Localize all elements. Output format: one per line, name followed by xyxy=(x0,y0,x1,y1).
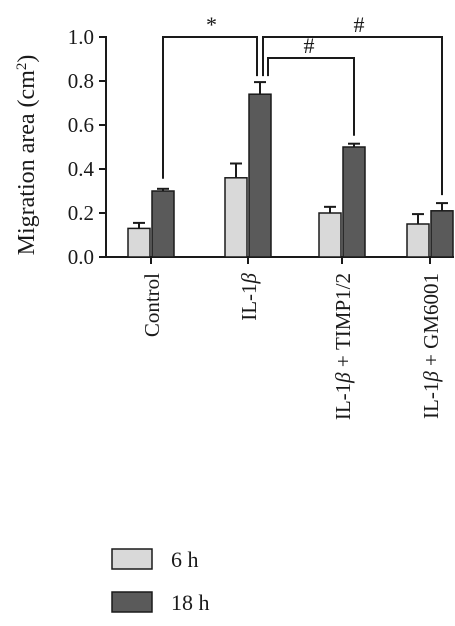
significance-brackets: * # # xyxy=(162,12,443,196)
y-tick-label: 0.0 xyxy=(68,245,94,269)
bar xyxy=(342,146,366,258)
legend-label: 6 h xyxy=(171,547,199,572)
bracket xyxy=(267,57,355,136)
significance-mark: # xyxy=(354,12,365,37)
bracket xyxy=(162,36,258,179)
bar xyxy=(248,93,272,258)
category-label: IL-1β + TIMP1/2 xyxy=(331,273,355,420)
y-tick-label: 1.0 xyxy=(68,25,94,49)
bracket xyxy=(262,36,443,196)
y-axis-title: Migration area (cm2) xyxy=(14,55,40,256)
y-tick-label: 0.2 xyxy=(68,201,94,225)
significance-mark: # xyxy=(304,33,315,58)
category-labels: Control IL-1β IL-1β + TIMP1/2 IL-1β + GM600… xyxy=(140,272,443,420)
y-tick-label: 0.4 xyxy=(68,157,95,181)
bar xyxy=(151,190,175,258)
bar xyxy=(406,223,430,258)
significance-mark: * xyxy=(206,12,217,37)
bar xyxy=(127,227,151,258)
legend-swatch xyxy=(111,591,153,613)
y-tick-label: 0.6 xyxy=(68,113,94,137)
legend-label: 18 h xyxy=(171,590,210,615)
bar xyxy=(430,210,454,258)
bar xyxy=(318,212,342,258)
category-label: IL-1β + GM6001 xyxy=(419,273,443,419)
category-label: Control xyxy=(140,273,164,337)
y-tick-label: 0.8 xyxy=(68,69,94,93)
category-label: IL-1β xyxy=(237,272,261,320)
axes: 0.0 0.2 0.4 0.6 0.8 1.0 xyxy=(68,25,454,269)
bar xyxy=(224,177,248,258)
legend-swatch xyxy=(111,548,153,570)
bars xyxy=(127,81,454,258)
legend: 6 h 18 h xyxy=(111,547,210,615)
